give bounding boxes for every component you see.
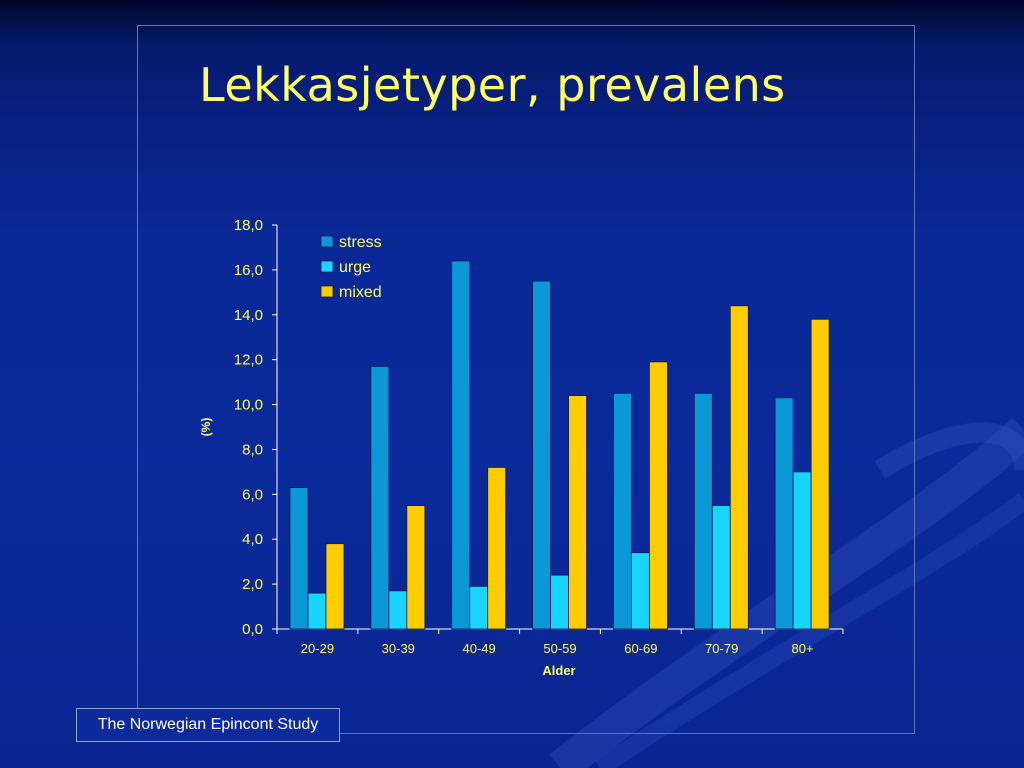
legend-swatch-urge bbox=[320, 260, 334, 273]
bar-urge bbox=[550, 574, 569, 630]
bar-urge bbox=[631, 552, 650, 630]
bar-mixed bbox=[406, 505, 426, 630]
legend-swatch-mixed bbox=[320, 285, 334, 298]
x-axis-label: Alder bbox=[542, 663, 575, 678]
legend-label-stress: stress bbox=[339, 234, 382, 251]
x-tick-label: 40-49 bbox=[463, 641, 496, 656]
y-tick-label: 8,0 bbox=[242, 441, 263, 458]
bar-stress bbox=[289, 487, 309, 630]
y-tick-label: 6,0 bbox=[242, 486, 263, 503]
y-axis-label: (%) bbox=[199, 418, 213, 437]
y-tick-label: 14,0 bbox=[234, 307, 263, 324]
footer-credit: The Norwegian Epincont Study bbox=[76, 708, 340, 742]
footer-text: The Norwegian Epincont Study bbox=[97, 716, 319, 733]
x-tick-label: 50-59 bbox=[543, 641, 576, 656]
bar-series bbox=[289, 260, 830, 630]
legend-label-mixed: mixed bbox=[339, 284, 382, 301]
bar-stress bbox=[613, 392, 632, 630]
legend-swatch-stress bbox=[320, 235, 334, 248]
x-tick-label: 60-69 bbox=[624, 641, 657, 656]
y-tick-label: 16,0 bbox=[234, 262, 263, 279]
y-tick-label: 2,0 bbox=[242, 576, 263, 593]
slide-frame bbox=[137, 25, 915, 734]
bar-mixed bbox=[729, 305, 749, 630]
x-tick-label: 80+ bbox=[792, 641, 814, 656]
y-tick-label: 0,0 bbox=[242, 621, 263, 638]
y-tick-label: 10,0 bbox=[234, 397, 263, 414]
bar-stress bbox=[451, 260, 471, 630]
bar-mixed bbox=[810, 318, 830, 630]
y-tick-label: 4,0 bbox=[242, 531, 263, 548]
x-tick-label: 30-39 bbox=[382, 641, 415, 656]
bar-mixed bbox=[325, 543, 345, 630]
slide-title: Lekkasjetyper, prevalens bbox=[199, 58, 786, 112]
x-tick-label: 70-79 bbox=[705, 641, 738, 656]
bar-stress bbox=[370, 365, 390, 630]
bar-mixed bbox=[568, 395, 587, 630]
bar-mixed bbox=[487, 466, 507, 630]
x-axis: 20-29 30-39 40-49 50-59 60-69 70-79 80+ bbox=[276, 628, 844, 656]
x-tick-label: 20-29 bbox=[301, 641, 334, 656]
chart-legend: stress urge mixed bbox=[320, 234, 382, 301]
legend-label-urge: urge bbox=[339, 259, 371, 276]
y-tick-label: 18,0 bbox=[234, 217, 263, 234]
y-axis: 0,0 2,0 4,0 6,0 8,0 10,0 12,0 14,0 16,0 18,0 bbox=[234, 217, 278, 638]
bar-urge bbox=[469, 585, 489, 630]
bar-stress bbox=[693, 392, 713, 630]
bar-mixed bbox=[649, 361, 668, 630]
y-tick-label: 12,0 bbox=[234, 352, 263, 369]
bar-stress bbox=[774, 397, 794, 630]
bar-urge bbox=[307, 592, 327, 630]
bar-urge bbox=[388, 590, 408, 630]
bar-stress bbox=[532, 280, 551, 630]
bar-urge bbox=[711, 505, 731, 630]
bar-urge bbox=[792, 471, 812, 630]
